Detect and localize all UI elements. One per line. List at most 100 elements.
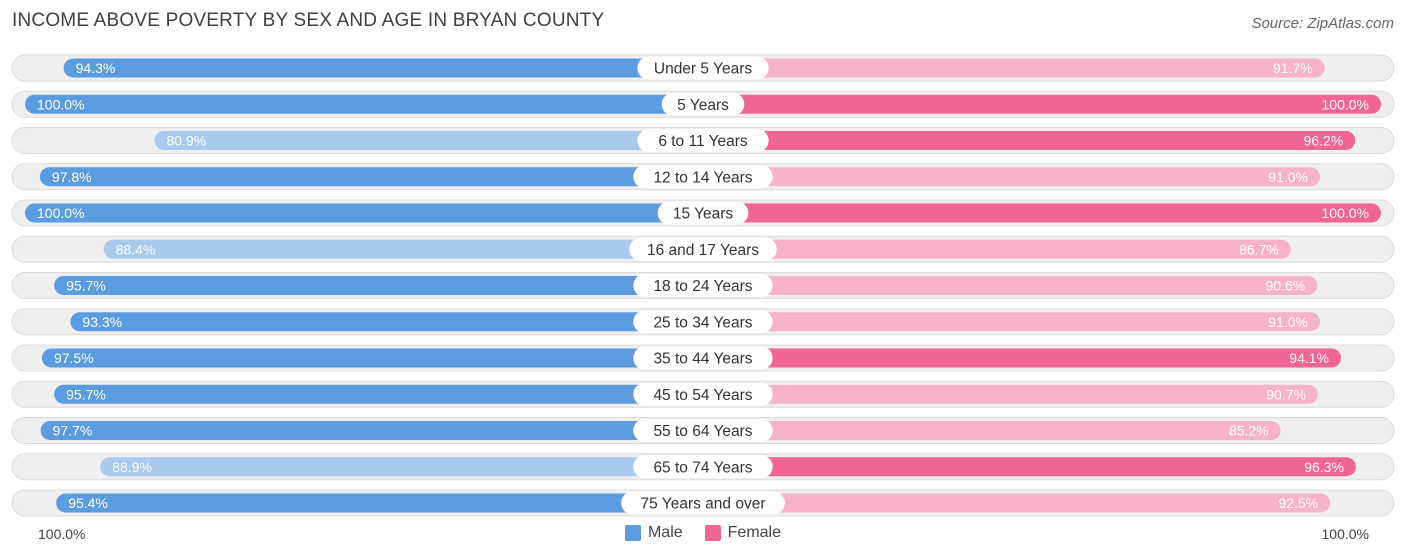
category-label-bg	[633, 455, 773, 479]
female-bar[interactable]	[703, 131, 1356, 150]
category-label: 15 Years	[673, 206, 734, 223]
male-value-label: 95.7%	[66, 386, 106, 402]
legend-item-female[interactable]: Female	[704, 524, 782, 542]
female-bar[interactable]	[703, 421, 1281, 440]
female-value-label: 100.0%	[1322, 205, 1369, 221]
category-label-bg	[633, 346, 773, 370]
chart-row: 93.3% 91.0% 25 to 34 Years	[11, 308, 1395, 336]
male-bar[interactable]	[54, 384, 704, 404]
category-label: 16 and 17 Years	[647, 242, 759, 259]
female-bar[interactable]	[703, 239, 1291, 259]
male-value-label: 80.9%	[166, 133, 206, 149]
chart-title: INCOME ABOVE POVERTY BY SEX AND AGE IN B…	[12, 10, 605, 31]
male-bar[interactable]	[54, 276, 704, 295]
chart-row: 95.7% 90.6% 18 to 24 Years	[11, 272, 1395, 299]
chart-row: 88.4% 86.7% 16 and 17 Years	[11, 235, 1395, 263]
category-label: 5 Years	[677, 97, 729, 114]
category-label: 6 to 11 Years	[658, 133, 748, 150]
female-value-label: 92.5%	[1278, 495, 1318, 511]
male-value-label: 95.7%	[66, 278, 106, 294]
female-bar[interactable]	[703, 167, 1320, 187]
legend-item-male[interactable]: Male	[624, 524, 683, 542]
chart-row: 94.3% 91.7% Under 5 Years	[11, 54, 1395, 82]
female-value-label: 94.1%	[1289, 350, 1329, 366]
category-label-bg	[633, 382, 773, 406]
axis-left-label: 100.0%	[38, 526, 86, 542]
category-label-bg	[661, 92, 745, 116]
male-bar[interactable]	[103, 239, 703, 259]
female-bar[interactable]	[703, 276, 1318, 295]
male-bar[interactable]	[56, 493, 704, 513]
chart-row: 100.0% 100.0% 5 Years	[11, 90, 1395, 118]
chart-row: 97.7% 85.2% 55 to 64 Years	[11, 417, 1395, 444]
female-value-label: 85.2%	[1229, 423, 1269, 439]
chart-row: 88.9% 96.3% 65 to 74 Years	[11, 453, 1395, 481]
category-label-bg	[629, 237, 777, 261]
legend-female-label: Female	[727, 524, 782, 541]
male-value-label: 94.3%	[76, 60, 116, 76]
male-value-label: 100.0%	[37, 96, 84, 112]
female-bar[interactable]	[703, 384, 1318, 404]
male-bar[interactable]	[40, 421, 704, 440]
chart-row: 97.8% 91.0% 12 to 14 Years	[11, 163, 1395, 191]
female-bar[interactable]	[703, 203, 1381, 223]
female-swatch	[704, 525, 721, 541]
male-value-label: 88.9%	[112, 459, 152, 475]
category-label: 35 to 44 Years	[653, 351, 752, 368]
female-value-label: 96.3%	[1304, 459, 1344, 475]
male-bar[interactable]	[39, 167, 703, 187]
male-bar[interactable]	[63, 58, 704, 78]
category-label-bg	[633, 165, 773, 189]
male-bar[interactable]	[100, 457, 704, 477]
female-value-label: 96.2%	[1304, 133, 1344, 149]
female-value-label: 91.7%	[1273, 60, 1313, 76]
male-bar[interactable]	[154, 131, 704, 150]
chart-row: 100.0% 100.0% 15 Years	[11, 199, 1395, 227]
category-label-bg	[657, 201, 749, 225]
chart-canvas: 94.3% 91.7% Under 5 Years 100.0% 100.0% 5 Yea…	[11, 54, 1395, 517]
male-bar[interactable]	[25, 94, 703, 114]
female-value-label: 90.7%	[1266, 386, 1306, 402]
category-label-bg	[637, 56, 769, 80]
category-label: 18 to 24 Years	[653, 278, 752, 295]
female-bar[interactable]	[703, 493, 1331, 513]
category-label: Under 5 Years	[654, 61, 752, 78]
female-bar[interactable]	[703, 312, 1320, 332]
axis-right-label: 100.0%	[1321, 526, 1369, 542]
male-swatch	[624, 525, 641, 541]
female-bar[interactable]	[703, 94, 1381, 114]
male-value-label: 97.5%	[54, 350, 94, 366]
female-bar[interactable]	[703, 58, 1325, 78]
female-bar[interactable]	[703, 348, 1341, 368]
male-value-label: 100.0%	[37, 205, 84, 221]
female-value-label: 90.6%	[1266, 278, 1306, 294]
category-label: 25 to 34 Years	[653, 314, 752, 331]
female-value-label: 100.0%	[1322, 96, 1369, 112]
female-value-label: 86.7%	[1239, 241, 1279, 257]
category-label-bg	[633, 274, 773, 297]
category-label-bg	[637, 129, 769, 152]
male-bar[interactable]	[41, 348, 703, 368]
female-value-label: 91.0%	[1268, 169, 1308, 185]
male-value-label: 93.3%	[82, 314, 122, 330]
source-note: Source: ZipAtlas.com	[1251, 15, 1394, 32]
male-bar[interactable]	[70, 312, 703, 332]
category-label: 12 to 14 Years	[653, 169, 752, 186]
category-label: 65 to 74 Years	[653, 459, 752, 476]
category-label: 55 to 64 Years	[653, 423, 752, 440]
male-bar[interactable]	[25, 203, 703, 223]
female-value-label: 91.0%	[1268, 314, 1308, 330]
male-value-label: 97.8%	[52, 169, 92, 185]
chart-row: 97.5% 94.1% 35 to 44 Years	[11, 344, 1395, 372]
male-value-label: 97.7%	[53, 423, 93, 439]
female-bar[interactable]	[703, 457, 1356, 477]
male-value-label: 88.4%	[116, 241, 156, 257]
category-label-bg	[633, 419, 773, 442]
category-label-bg	[621, 491, 785, 515]
category-label: 45 to 54 Years	[653, 387, 752, 404]
legend: Male Female	[0, 524, 1406, 542]
category-label: 75 Years and over	[641, 496, 766, 513]
legend-male-label: Male	[647, 524, 683, 541]
chart-row: 95.4% 92.5% 75 Years and over	[11, 489, 1395, 517]
chart-row: 80.9% 96.2% 6 to 11 Years	[11, 127, 1395, 154]
